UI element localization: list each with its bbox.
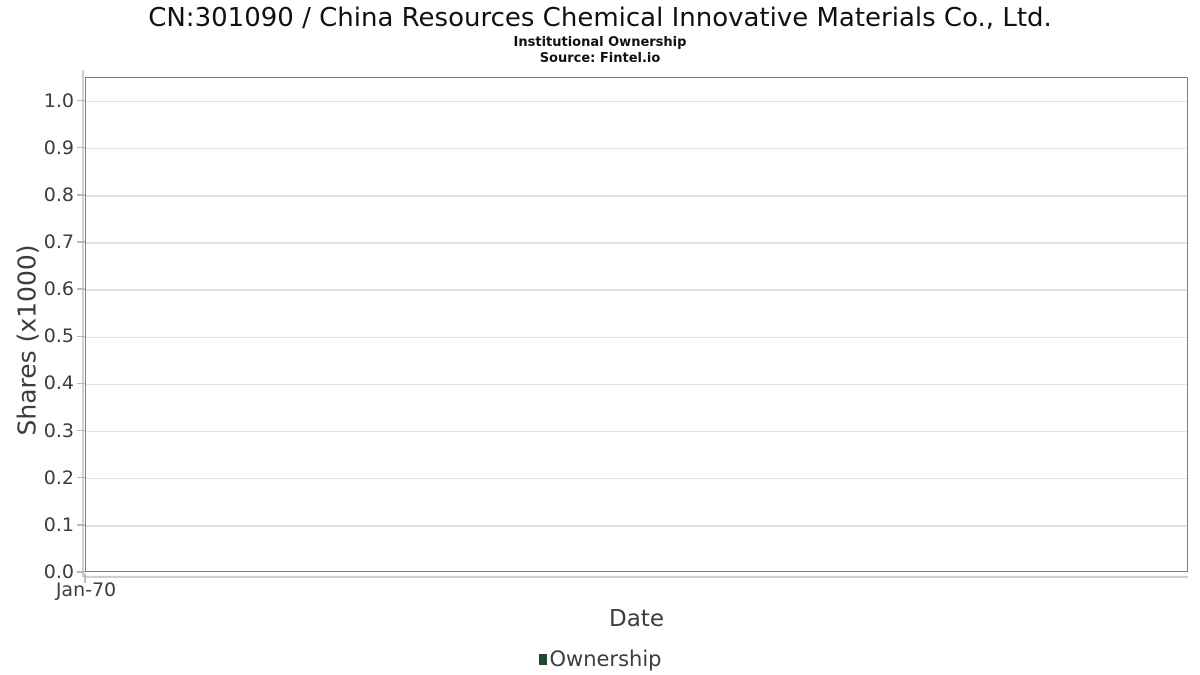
gridline (86, 242, 1187, 244)
gridline (86, 289, 1187, 291)
y-tick-mark (77, 194, 85, 196)
gridline (86, 430, 1187, 433)
gridline (86, 383, 1187, 386)
x-axis-label: Date (609, 606, 664, 632)
y-tick-label: 0.8 (43, 183, 74, 206)
y-tick-label: 1.0 (43, 89, 74, 112)
gridline (86, 477, 1187, 480)
x-tick-mark (84, 574, 86, 583)
y-axis-line (82, 70, 84, 577)
y-axis-label: Shares (x1000) (12, 244, 42, 436)
chart-subtitle: Institutional Ownership (513, 35, 687, 50)
y-tick-label: 0.1 (43, 513, 74, 536)
legend: Ownership (0, 645, 1200, 673)
plot-area (85, 77, 1188, 572)
y-tick-mark (77, 429, 85, 432)
gridline (86, 336, 1187, 339)
chart-title: CN:301090 / China Resources Chemical Inn… (148, 3, 1052, 33)
legend-marker-ownership (538, 653, 547, 665)
y-tick-mark (77, 241, 85, 243)
x-tick-label: Jan-70 (55, 579, 117, 601)
y-tick-label: 0.9 (43, 136, 74, 159)
legend-label-ownership: Ownership (549, 647, 662, 671)
y-tick-mark (77, 288, 85, 290)
y-tick-mark (77, 99, 85, 102)
gridline (86, 100, 1187, 103)
gridline (86, 195, 1187, 197)
y-tick-mark (77, 335, 85, 338)
y-tick-label: 0.2 (43, 466, 74, 489)
gridline (86, 147, 1187, 150)
y-tick-mark (77, 476, 85, 479)
chart-source-credit: Source: Fintel.io (539, 51, 661, 66)
y-tick-mark (77, 571, 85, 573)
y-tick-mark (77, 382, 85, 385)
y-tick-mark (77, 146, 85, 149)
y-tick-mark (77, 524, 85, 526)
x-axis-line (85, 576, 1188, 578)
gridline (86, 525, 1187, 527)
